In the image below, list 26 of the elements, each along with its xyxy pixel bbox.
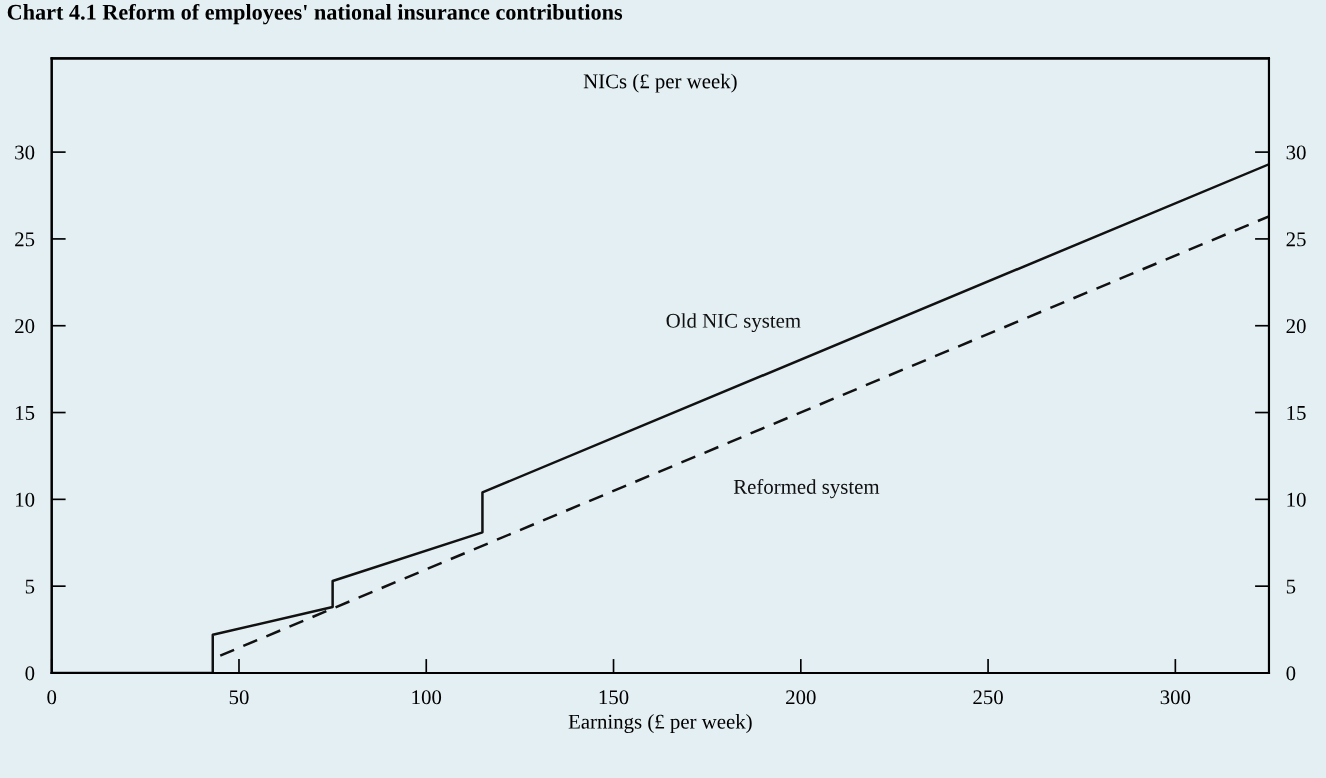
y2-tick-label: 25 (1286, 232, 1306, 247)
y2-tick-label: 20 (1286, 319, 1306, 334)
y-tick-label: 20 (15, 319, 35, 334)
y-tick-label: 5 (25, 579, 35, 594)
x-tick-label: 100 (412, 690, 442, 705)
chart-title: Chart 4.1 Reform of employees' national insurance contributions (7, 3, 623, 25)
y2-tick-label: 30 (1286, 145, 1306, 160)
y-tick-label: 10 (16, 492, 35, 507)
y-axis-title: NICs (£ per week) (583, 73, 737, 93)
y-tick-label: 30 (15, 145, 35, 160)
y-tick-label: 0 (25, 666, 35, 681)
y2-tick-label: 0 (1286, 666, 1296, 681)
y-tick-label: 25 (15, 232, 35, 247)
x-tick-label: 50 (229, 690, 249, 705)
x-tick-label: 250 (973, 690, 1003, 705)
series-label: Reformed system (733, 479, 880, 499)
series-label: Old NIC system (666, 313, 801, 333)
y-tick-label: 15 (16, 406, 35, 420)
x-axis-title: Earnings (£ per week) (568, 714, 752, 734)
x-tick-label: 300 (1160, 690, 1191, 705)
y2-tick-label: 10 (1287, 492, 1306, 507)
x-tick-label: 0 (47, 690, 57, 705)
x-tick-label: 200 (786, 690, 816, 705)
y2-tick-label: 15 (1287, 406, 1306, 420)
y2-tick-label: 5 (1286, 579, 1296, 594)
x-tick-label: 150 (599, 690, 629, 705)
